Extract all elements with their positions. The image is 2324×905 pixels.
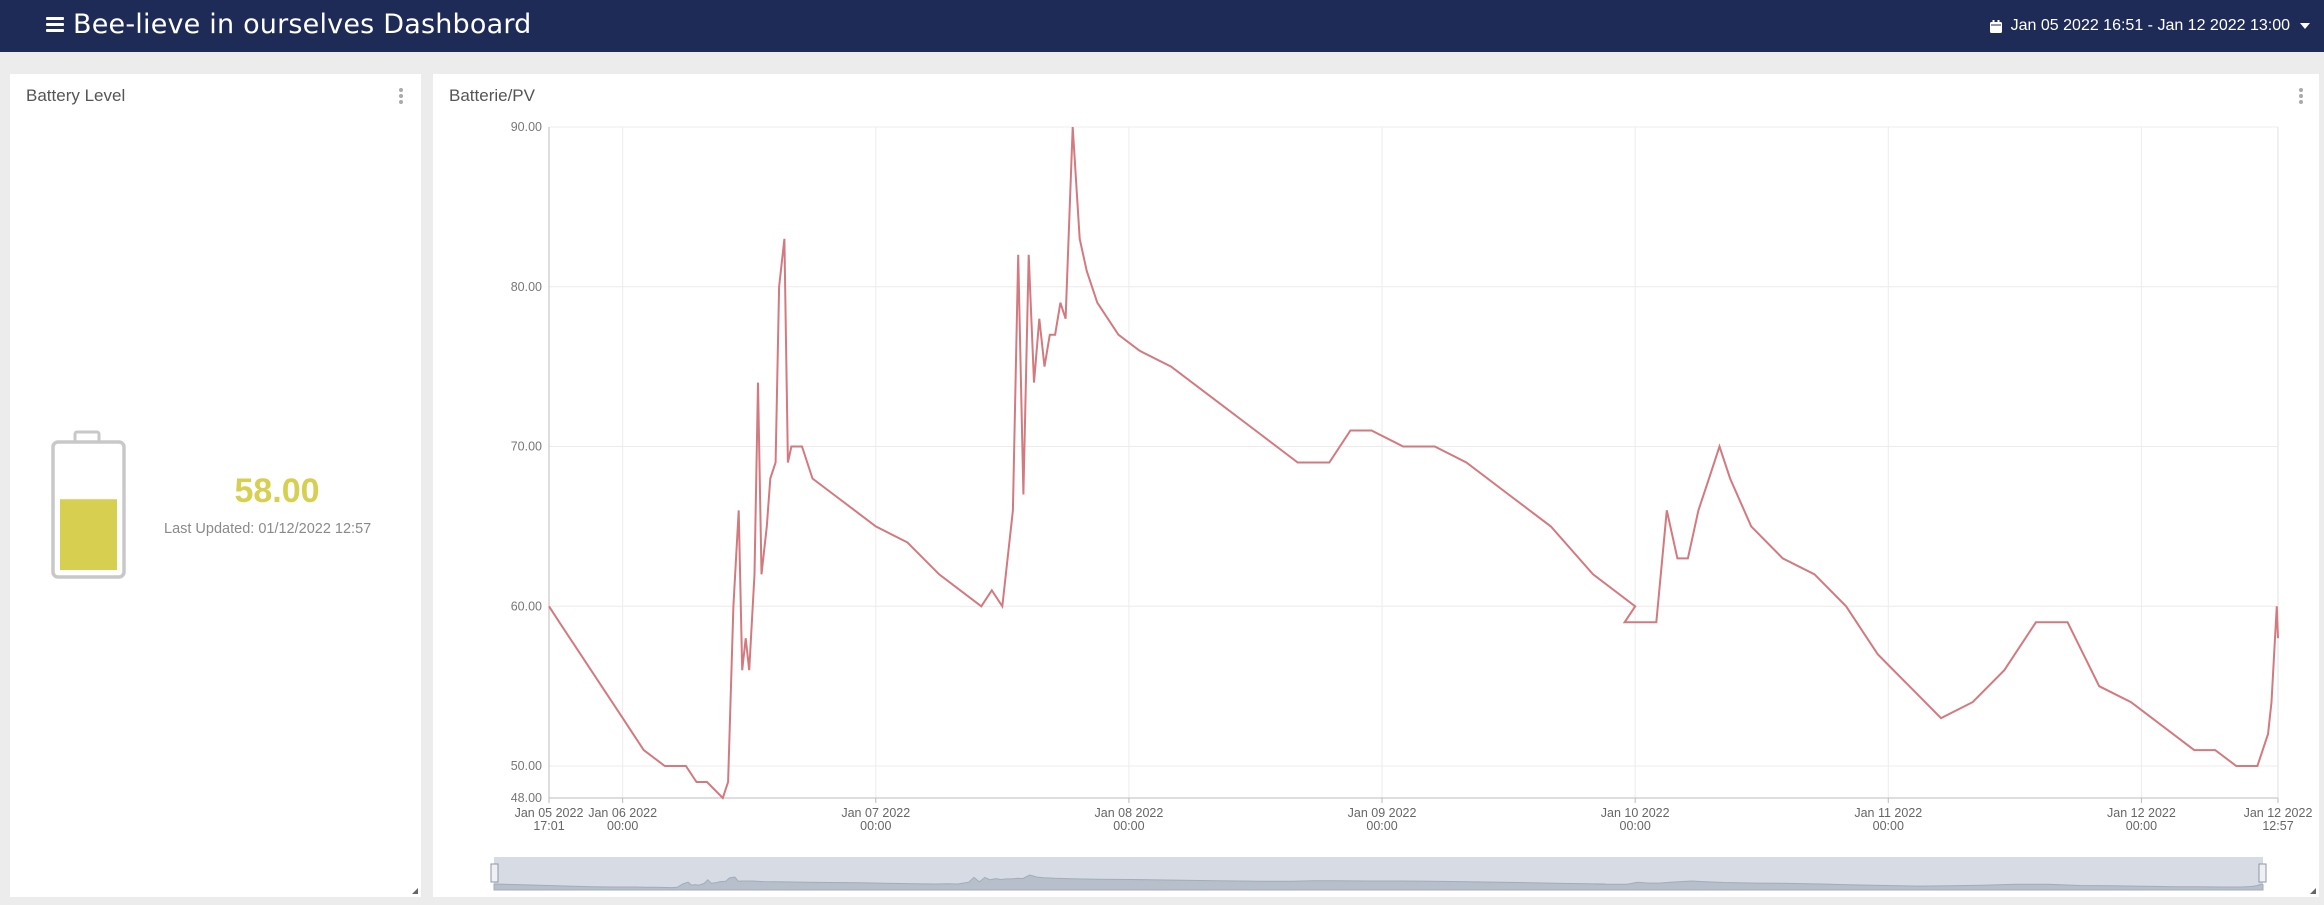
x-tick-date-label: Jan 11 2022: [1854, 806, 1922, 820]
date-range-picker[interactable]: Jan 05 2022 16:51 - Jan 12 2022 13:00: [1989, 15, 2310, 37]
chart-more-options-icon[interactable]: [2299, 88, 2303, 106]
dashboard-title: Bee-lieve in ourselves Dashboard: [73, 9, 532, 40]
last-updated-text: Last Updated: 01/12/2022 12:57: [164, 521, 372, 537]
y-tick-label: 50.00: [511, 759, 542, 773]
series-line: [548, 126, 2279, 800]
y-tick-label: 48.00: [511, 791, 542, 805]
y-tick-label: 90.00: [511, 120, 542, 134]
x-tick-date-label: Jan 08 2022: [1095, 806, 1164, 820]
y-tick-label: 60.00: [511, 599, 542, 613]
navigator-right-handle[interactable]: [2258, 863, 2267, 883]
x-tick-time-label: 00:00: [1113, 819, 1144, 833]
x-tick-time-label: 00:00: [1873, 819, 1904, 833]
chart-panel-title: Batterie/PV: [449, 86, 535, 105]
x-tick-date-label: Jan 06 2022: [588, 806, 657, 820]
battery-icon: [51, 430, 126, 579]
chart-grid: [549, 126, 2278, 799]
navigator-left-handle[interactable]: [490, 863, 499, 883]
y-tick-label: 80.00: [511, 280, 542, 294]
x-tick-time-label: 00:00: [1620, 819, 1651, 833]
hamburger-menu-icon[interactable]: [46, 17, 64, 33]
x-tick-date-label: Jan 10 2022: [1601, 806, 1670, 820]
chevron-down-icon: [2300, 23, 2310, 29]
x-tick-date-label: Jan 07 2022: [841, 806, 910, 820]
navigator-area: [493, 874, 2264, 891]
x-tick-date-label: Jan 09 2022: [1348, 806, 1417, 820]
more-options-icon[interactable]: [399, 88, 403, 106]
date-range-label: Jan 05 2022 16:51 - Jan 12 2022 13:00: [2010, 17, 2290, 34]
battery-level-panel: Battery Level: [10, 74, 421, 897]
battery-panel-title: Battery Level: [26, 86, 126, 105]
x-tick-time-label: 00:00: [2126, 819, 2157, 833]
x-tick-time-label: 00:00: [607, 819, 638, 833]
top-bar: Bee-lieve in ourselves Dashboard Jan 05 …: [0, 0, 2324, 52]
chart-resize-handle[interactable]: [2310, 888, 2316, 894]
x-tick-time-label: 17:01: [533, 819, 564, 833]
battery-value: 58.00: [234, 472, 320, 510]
x-tick-time-label: 00:00: [1366, 819, 1397, 833]
x-tick-date-label: Jan 12 2022: [2107, 806, 2176, 820]
calendar-icon: [1989, 19, 2002, 33]
y-tick-label: 70.00: [511, 440, 542, 454]
x-tick-time-label: 00:00: [860, 819, 891, 833]
battery-fill: [60, 499, 117, 570]
battery-pv-chart-panel: Batterie/PV: [433, 74, 2319, 897]
x-tick-date-label: Jan 05 2022: [515, 806, 584, 820]
resize-handle[interactable]: [412, 888, 418, 894]
x-tick-time-label: 12:57: [2262, 819, 2293, 833]
x-tick-date-label: Jan 12 2022: [2244, 806, 2313, 820]
chart-axes: 48.00 50.00 60.00 70.00 80.00 90.00 Jan 05 202…: [511, 120, 2313, 833]
